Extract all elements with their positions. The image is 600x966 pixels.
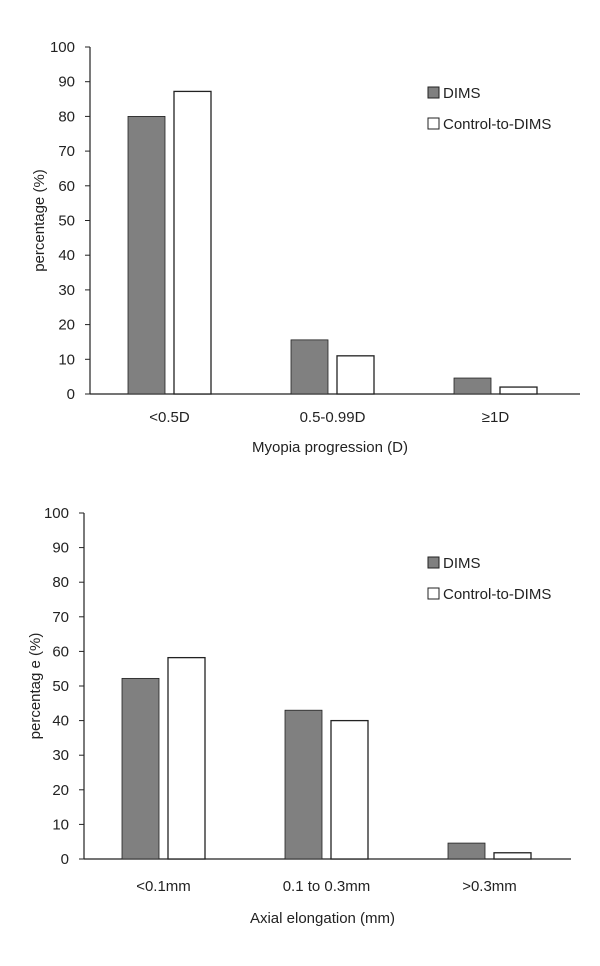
- y-tick-label: 90: [52, 540, 69, 557]
- chart-2: 0 10 20 30 40 50 60 70 80 90 100 <0.1mm 0.1 to 0.3mm…: [27, 505, 571, 927]
- x-tick-label: <0.5D: [149, 409, 190, 426]
- y-tick-label: 10: [58, 351, 75, 368]
- bar-dims-2: [284, 709, 323, 860]
- x-tick-label: >0.3mm: [462, 878, 517, 895]
- bar-dims-1: [121, 677, 160, 860]
- y-tick-label: 30: [58, 282, 75, 299]
- bar-control-2: [330, 719, 369, 860]
- chart-1: 0 10 20 30 40 50 60 70 80 90 100 <0.5D 0.5-0.99D ≥1D M…: [31, 39, 580, 456]
- y-tick-label: 100: [50, 39, 75, 56]
- legend-swatch-dims: [427, 86, 440, 99]
- legend-swatch-control: [427, 587, 440, 600]
- x-tick-label: <0.1mm: [136, 878, 191, 895]
- y-tick-label: 40: [58, 247, 75, 264]
- legend-swatch-control: [427, 117, 440, 130]
- bar-dims-2: [290, 339, 329, 395]
- y-tick-label: 0: [67, 386, 75, 403]
- bar-dims-3: [453, 377, 492, 395]
- x-tick-label: ≥1D: [482, 409, 510, 426]
- y-tick-label: 60: [52, 643, 69, 660]
- legend: DIMS Control-to-DIMS: [427, 555, 551, 603]
- y-tick-label: 90: [58, 74, 75, 91]
- x-axis-title: Myopia progression (D): [252, 439, 408, 456]
- legend-label-dims: DIMS: [443, 85, 481, 102]
- y-tick-label: 40: [52, 713, 69, 730]
- y-tick-label: 50: [58, 213, 75, 230]
- legend-swatch-dims: [427, 556, 440, 569]
- y-tick-label: 20: [52, 782, 69, 799]
- y-tick-label: 60: [58, 178, 75, 195]
- y-tick-label: 50: [52, 678, 69, 695]
- legend: DIMS Control-to-DIMS: [427, 85, 551, 133]
- y-tick-label: 100: [44, 505, 69, 522]
- bar-dims-1: [127, 116, 166, 395]
- x-tick-label: 0.5-0.99D: [300, 409, 366, 426]
- y-tick-label: 0: [61, 851, 69, 868]
- bar-control-3: [499, 386, 538, 395]
- legend-label-control: Control-to-DIMS: [443, 116, 551, 133]
- y-axis-title: percentage (%): [31, 169, 48, 272]
- x-axis-title: Axial elongation (mm): [250, 910, 395, 927]
- x-tick-label: 0.1 to 0.3mm: [283, 878, 371, 895]
- y-tick-label: 10: [52, 816, 69, 833]
- bar-dims-3: [447, 842, 486, 860]
- bar-control-1: [173, 90, 212, 395]
- bar-control-2: [336, 355, 375, 395]
- y-tick-label: 80: [58, 108, 75, 125]
- y-tick-label: 70: [52, 609, 69, 626]
- y-tick-label: 70: [58, 143, 75, 160]
- y-tick-label: 20: [58, 317, 75, 334]
- y-tick-label: 80: [52, 574, 69, 591]
- y-tick-label: 30: [52, 747, 69, 764]
- bar-control-3: [493, 852, 532, 860]
- bar-control-1: [167, 656, 206, 860]
- legend-label-control: Control-to-DIMS: [443, 586, 551, 603]
- y-axis-title: percentag e (%): [27, 633, 44, 740]
- legend-label-dims: DIMS: [443, 555, 481, 572]
